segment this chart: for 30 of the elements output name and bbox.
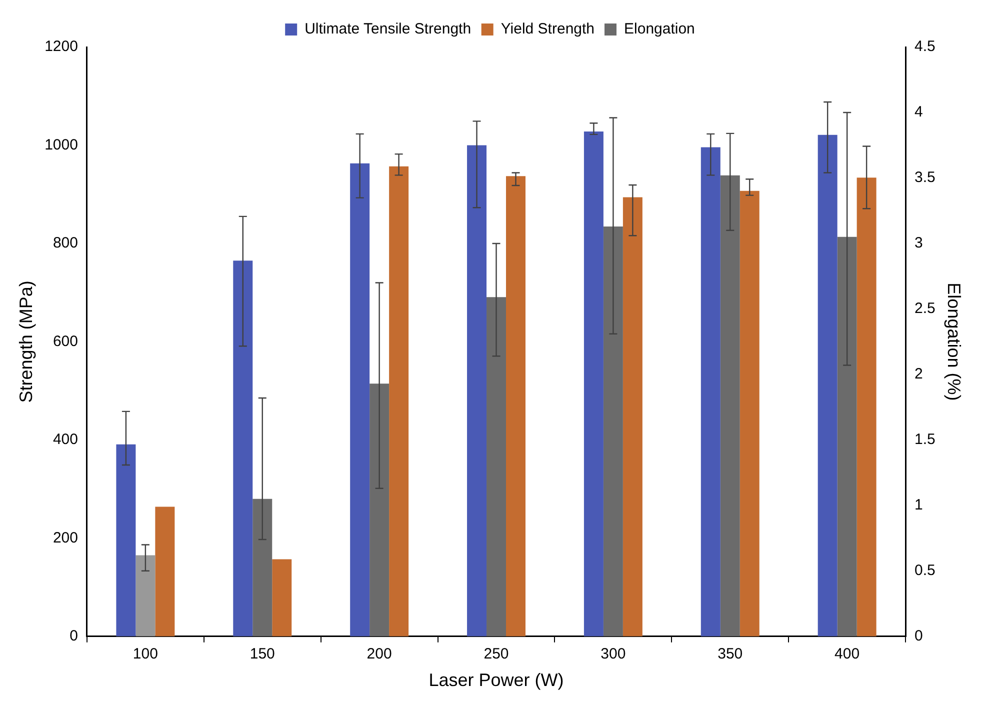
y2-tick-label: 1.5: [914, 431, 936, 448]
y2-tick-label: 4.5: [914, 38, 936, 56]
y2-axis-title: Elongation (%): [944, 282, 964, 401]
y2-tick-label: 0.5: [914, 562, 936, 580]
x-tick-label: 150: [250, 646, 275, 663]
x-tick-label: 300: [600, 646, 626, 663]
y2-tick-label: 1: [914, 496, 923, 514]
y-tick-label: 800: [52, 234, 78, 252]
y-tick-label: 600: [52, 332, 78, 350]
y2-tick-label: 3.5: [914, 169, 936, 186]
x-tick-label: 350: [718, 646, 743, 663]
y-axis-title: Strength (MPa): [16, 280, 36, 403]
y2-tick-label: 0: [914, 628, 923, 645]
x-tick-label: 400: [834, 646, 860, 663]
x-tick-label: 100: [132, 646, 158, 663]
y-tick-label: 1000: [44, 136, 78, 154]
x-tick-label: 250: [484, 646, 509, 663]
y2-tick-label: 3: [914, 234, 923, 252]
x-axis-title: Laser Power (W): [428, 670, 564, 690]
x-tick-label: 200: [366, 646, 392, 663]
y2-tick-label: 2: [914, 366, 923, 383]
legend-label: Yield Strength: [500, 20, 595, 38]
y-tick-label: 1200: [44, 38, 78, 56]
legend-label: Elongation: [624, 20, 695, 38]
y2-tick-label: 4: [914, 104, 923, 121]
y-tick-label: 200: [52, 529, 78, 546]
y-tick-label: 400: [52, 431, 78, 448]
legend-label: Ultimate Tensile Strength: [304, 20, 472, 38]
y2-tick-label: 2.5: [914, 300, 936, 318]
y-tick-label: 0: [70, 628, 78, 645]
